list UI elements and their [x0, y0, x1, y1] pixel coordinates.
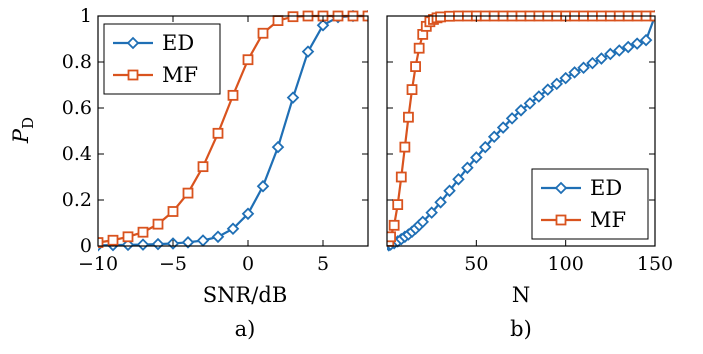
mf-data-point: [167, 206, 179, 217]
ed-data-point: [256, 179, 270, 193]
ed-data-point: [286, 91, 300, 104]
legend-label: MF: [162, 63, 198, 87]
ed-data-point: [241, 207, 255, 221]
axes-frame: [97, 15, 369, 247]
mf-data-point: [395, 171, 407, 183]
legend-box: [103, 23, 221, 95]
ed-data-point: [434, 196, 447, 209]
mf-data-point: [410, 61, 421, 72]
mf-data-point: [137, 226, 149, 238]
ed-data-point: [425, 206, 438, 219]
ed-data-point: [121, 238, 135, 252]
y-tick-label: 1: [80, 5, 92, 27]
ed-data-point: [496, 121, 510, 134]
mf-data-point: [413, 42, 425, 54]
mf-data-point: [197, 161, 209, 173]
ed-data-point: [211, 230, 225, 244]
ed-data-point: [196, 234, 210, 247]
y-tick-label: 0.8: [62, 51, 92, 73]
chart-panel-b: 50 100 150 Nb) ED MF: [386, 10, 673, 341]
legend: ED MF: [103, 23, 221, 95]
legend-ed-data-point: [126, 36, 140, 50]
ed-data-point: [461, 161, 474, 175]
ed-data-point: [505, 112, 519, 125]
legend-label: ED: [162, 31, 194, 55]
mf-data-point: [287, 11, 299, 23]
ed-data-point: [416, 215, 430, 229]
ed-data-point: [470, 151, 483, 164]
ed-data-point: [478, 140, 492, 154]
mf-data-point: [403, 111, 414, 123]
mf-data-point: [272, 15, 284, 27]
plot-area: [387, 10, 655, 252]
panel-sublabel: b): [510, 317, 532, 341]
x-tick-label: 150: [637, 253, 673, 275]
mf-data-point: [257, 27, 269, 39]
y-tick-label: 0.2: [62, 189, 92, 211]
mf-data-point: [122, 231, 134, 243]
ed-data-point: [621, 40, 635, 54]
mf-data-point: [242, 54, 254, 66]
chart-panel-a: −10 −5 0 5 0 0.2 0.4 0.6 0.8 1 SNR/dB a) ED MF: [62, 5, 369, 341]
legend-box: [531, 168, 649, 240]
x-axis-label: N: [512, 283, 530, 307]
axes-frame: [386, 15, 656, 247]
y-tick-label: 0.6: [62, 97, 92, 119]
mf-data-point: [435, 11, 447, 23]
ed-data-point: [532, 90, 546, 103]
x-tick-label: 100: [548, 253, 584, 275]
x-tick-label: 5: [317, 253, 329, 275]
ed-data-point: [523, 97, 537, 110]
ed-data-point: [595, 52, 608, 65]
x-tick-label: −5: [159, 253, 187, 275]
ed-data-point: [577, 61, 590, 75]
mf-data-point: [227, 89, 239, 101]
mf-data-point: [107, 234, 119, 246]
mf-data-point: [152, 218, 164, 230]
ed-data-point: [271, 140, 285, 154]
legend-ed-data-point: [554, 181, 568, 195]
ed-data-point: [541, 83, 555, 96]
ed-data-point: [151, 237, 165, 251]
legend: ED MF: [531, 168, 649, 240]
x-tick-label: 50: [464, 253, 488, 275]
mf-data-point: [399, 141, 411, 153]
mf-data-point: [388, 219, 400, 231]
ed-data-point: [301, 45, 315, 58]
ed-data-point: [487, 130, 501, 144]
mf-data-point: [387, 231, 396, 243]
ed-data-point: [514, 104, 528, 117]
mf-data-point: [406, 84, 418, 95]
ed-data-point: [443, 184, 456, 198]
ed-data-point: [136, 238, 150, 251]
x-tick-label: −10: [78, 253, 118, 275]
y-tick-label: 0.4: [62, 143, 92, 165]
ed-data-point: [226, 222, 240, 236]
mf-data-point: [392, 199, 404, 211]
mf-data-point: [98, 237, 104, 248]
ed-data-point: [550, 77, 564, 91]
legend-label: ED: [590, 176, 622, 200]
y-axis-label: PD: [9, 117, 37, 144]
legend-mf-data-point: [127, 69, 139, 81]
ed-data-point: [586, 56, 599, 70]
legend-mf-data-point: [555, 214, 567, 226]
panel-sublabel: a): [235, 317, 256, 341]
ed-data-point: [181, 236, 195, 249]
ed-data-point: [604, 47, 617, 61]
ed-data-point: [559, 71, 572, 85]
x-axis-label: SNR/dB: [203, 283, 288, 307]
x-tick-label: 0: [242, 253, 254, 275]
ed-data-point: [568, 66, 581, 79]
ed-data-point: [639, 33, 653, 47]
ed-data-point: [452, 173, 465, 186]
y-tick-label: 0: [80, 235, 92, 257]
ed-data-point: [316, 18, 330, 32]
mf-data-point: [182, 187, 194, 199]
mf-data-point: [212, 127, 224, 139]
ed-data-point: [612, 44, 626, 57]
ed-data-point: [630, 37, 644, 50]
legend-label: MF: [590, 208, 626, 232]
